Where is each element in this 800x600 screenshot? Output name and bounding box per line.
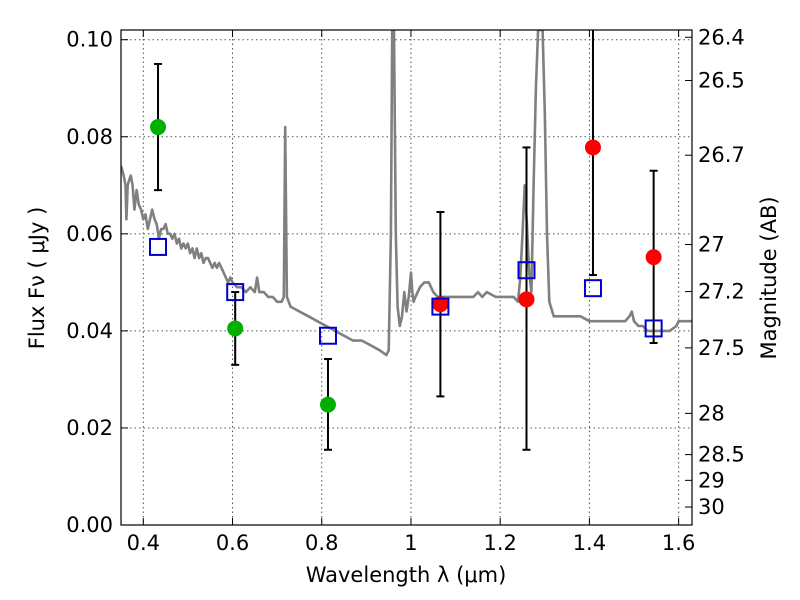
model-band-square (583, 279, 602, 298)
y-tick-label: 0.04 (66, 319, 113, 343)
grid-lines (121, 30, 692, 526)
plot-background (121, 30, 692, 525)
y-tick-label: 0.10 (66, 28, 113, 52)
right-tick-label: 26.4 (698, 25, 745, 49)
model-band-square (644, 319, 663, 338)
data-point (518, 291, 535, 308)
x-tick-label: 1.4 (573, 531, 606, 555)
right-axis-ticks: 26.4 26.5 26.7 27 27.2 27.5 28 28.529 30 (685, 25, 745, 519)
model-band-square (149, 237, 168, 256)
x-tick-label: 0.8 (305, 531, 338, 555)
right-tick-label: 26.7 (698, 143, 745, 167)
data-markers (149, 119, 663, 413)
right-tick-label: 29 (698, 468, 725, 492)
x-tick-label: 1.2 (483, 531, 516, 555)
data-point (150, 119, 167, 136)
x-axis-label: Wavelength λ (μm) (306, 563, 507, 587)
right-tick-label: 27.2 (698, 280, 745, 304)
right-tick-label: 28 (698, 401, 725, 425)
y-axis-label: Flux Fν ( μJy ) (25, 207, 49, 350)
y-axis-ticks: 0.00 0.02 0.04 0.06 0.08 0.10 (66, 28, 128, 537)
x-tick-label: 0.6 (216, 531, 249, 555)
y-tick-label: 0.00 (66, 513, 113, 537)
right-tick-label: 26.5 (698, 68, 745, 92)
plot-frame (120, 29, 693, 526)
right-tick-label: 27.5 (698, 336, 745, 360)
x-tick-label: 1.6 (662, 531, 695, 555)
data-point (584, 139, 601, 156)
model-band-square (318, 326, 337, 345)
x-tick-label: 1 (404, 531, 417, 555)
right-tick-label: 27 (698, 233, 725, 257)
data-point (319, 396, 336, 413)
x-tick-label: 0.4 (127, 531, 160, 555)
y-tick-label: 0.08 (66, 125, 113, 149)
data-point (645, 249, 662, 266)
y-tick-label: 0.06 (66, 222, 113, 246)
model-band-square (226, 283, 245, 302)
model-band-square (431, 297, 450, 316)
right-tick-label: 30 (698, 495, 725, 519)
x-axis-ticks: 0.4 0.6 0.8 1 1.2 1.4 1.6 (127, 30, 695, 555)
model-band-square (517, 261, 536, 280)
right-axis-label: Magnitude (AB) (757, 196, 781, 359)
right-tick-label: 28.5 (698, 443, 745, 467)
y-tick-label: 0.02 (66, 416, 113, 440)
data-point (227, 320, 244, 337)
